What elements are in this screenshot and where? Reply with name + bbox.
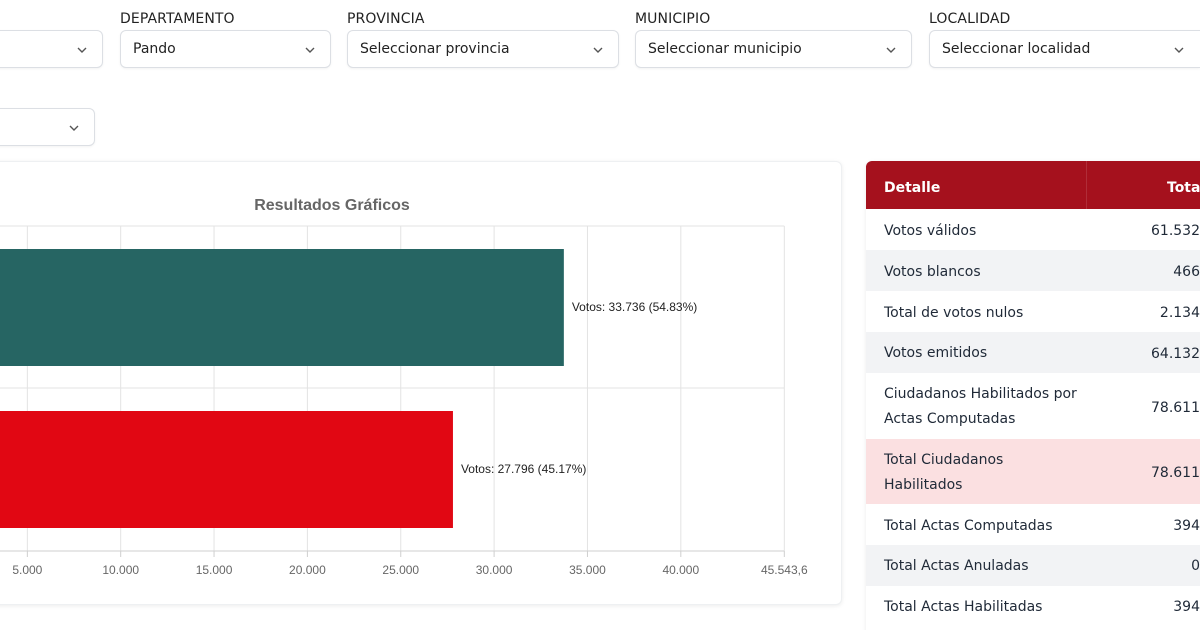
table-row: Total Actas Anuladas 0 — [866, 545, 1200, 586]
x-tick-label: 10.000 — [102, 563, 139, 577]
table-header: Detalle Total — [866, 161, 1200, 209]
table-row: Votos emitidos 64.132 — [866, 332, 1200, 373]
departamento-select[interactable]: Pando — [120, 30, 331, 68]
row-value: 2.134 — [1159, 305, 1200, 321]
row-value: 0 — [1191, 558, 1200, 574]
row-value: 78.611 — [1151, 465, 1200, 481]
x-tick-label: 20.000 — [289, 563, 326, 577]
row-value: 394 — [1173, 518, 1200, 534]
municipio-label: MUNICIPIO — [635, 11, 711, 27]
x-tick-label: 5.000 — [12, 563, 42, 577]
row-label: Votos blancos — [884, 264, 981, 280]
table-row: Votos válidos 61.532 — [866, 209, 1200, 250]
row-value: 466 — [1173, 264, 1200, 280]
header-detail: Detalle — [884, 180, 941, 196]
row-label: Total Actas Anuladas — [884, 558, 1029, 574]
row-label: Votos válidos — [884, 223, 977, 239]
departamento-value: Pando — [133, 41, 176, 57]
table-row: Ciudadanos Habilitados por Actas Computa… — [866, 373, 1200, 439]
provincia-select[interactable]: Seleccionar provincia — [347, 30, 619, 68]
results-table: Detalle Total Votos válidos 61.532 Votos… — [866, 161, 1200, 630]
localidad-select[interactable]: Seleccionar localidad — [929, 30, 1200, 68]
chevron-down-icon — [886, 47, 896, 53]
chevron-down-icon — [593, 47, 603, 53]
bar — [0, 249, 564, 366]
row-value: 61.532 — [1151, 223, 1200, 239]
row-label: Total Actas Habilitadas — [884, 599, 1043, 615]
row-value: 78.611 — [1151, 400, 1200, 416]
provincia-value: Seleccionar provincia — [360, 41, 510, 57]
departamento-label: DEPARTAMENTO — [120, 11, 235, 27]
municipio-select[interactable]: Seleccionar municipio — [635, 30, 912, 68]
first-select[interactable] — [0, 30, 103, 68]
localidad-value: Seleccionar localidad — [942, 41, 1091, 57]
bar-data-label: Votos: 27.796 (45.17%) — [461, 462, 586, 476]
table-row: Total Actas Computadas 394 — [866, 504, 1200, 545]
x-tick-label: 35.000 — [569, 563, 606, 577]
chevron-down-icon — [1174, 47, 1184, 53]
bar — [0, 411, 453, 528]
x-tick-label: 40.000 — [662, 563, 699, 577]
provincia-label: PROVINCIA — [347, 11, 425, 27]
chevron-down-icon — [77, 47, 87, 53]
chart-title: Resultados Gráficos — [254, 197, 410, 214]
chart-card — [0, 161, 842, 605]
x-tick-label: 30.000 — [476, 563, 513, 577]
x-tick-label: 15.000 — [196, 563, 233, 577]
table-row: Votos blancos 466 — [866, 250, 1200, 291]
bar-data-label: Votos: 33.736 (54.83%) — [572, 300, 697, 314]
table-row-highlighted: Total Ciudadanos Habilitados 78.611 — [866, 439, 1200, 504]
row-label: Total Actas Computadas — [884, 518, 1053, 534]
table-row: Total de votos nulos 2.134 — [866, 291, 1200, 332]
localidad-label: LOCALIDAD — [929, 11, 1011, 27]
row-label: Total Ciudadanos Habilitados — [884, 452, 1004, 493]
row-value: 394 — [1173, 599, 1200, 615]
row-label: Votos emitidos — [884, 345, 988, 361]
row-value: 64.132 — [1151, 346, 1200, 362]
x-tick-label: 45.543,6 — [761, 563, 808, 577]
row-label: Total de votos nulos — [884, 305, 1024, 321]
second-row-select[interactable] — [0, 108, 95, 146]
chevron-down-icon — [305, 47, 315, 53]
header-total: Total — [1167, 180, 1200, 196]
chevron-down-icon — [69, 125, 79, 131]
row-label: Ciudadanos Habilitados por Actas Computa… — [884, 386, 1077, 427]
header-divider — [1086, 161, 1087, 209]
x-tick-label: 25.000 — [382, 563, 419, 577]
table-row: Total Actas Habilitadas 394 — [866, 586, 1200, 627]
municipio-value: Seleccionar municipio — [648, 41, 802, 57]
